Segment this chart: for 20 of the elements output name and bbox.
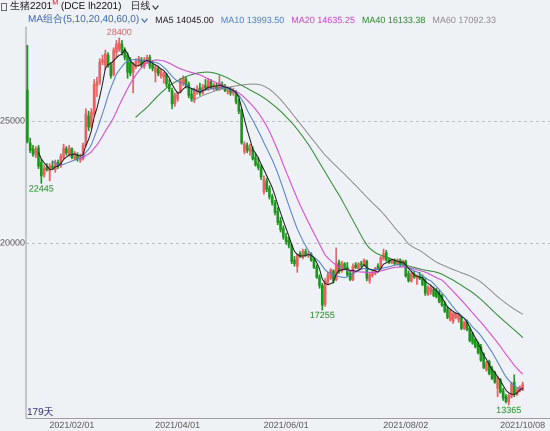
annotation: 22445 bbox=[28, 183, 54, 194]
y-tick-label: 25000 bbox=[0, 115, 25, 126]
text: MA20 14635.25 bbox=[291, 14, 355, 26]
text: MA5 14045.00 bbox=[155, 14, 214, 26]
x-tick-label: 2021/06/01 bbox=[264, 420, 309, 430]
text: MA10 13993.50 bbox=[220, 14, 284, 26]
legend-title: MA组合(5,10,20,40,60,0) bbox=[28, 14, 140, 26]
text: MA40 16133.38 bbox=[362, 14, 426, 26]
x-tick-label: 2021/08/02 bbox=[383, 420, 428, 430]
chart-title: 生猪2201$^{M}$ (DCE lh2201) bbox=[10, 0, 122, 13]
y-tick-label: 20000 bbox=[0, 237, 25, 248]
text: MA60 17092.33 bbox=[432, 14, 496, 26]
annotation: 179天 bbox=[27, 406, 54, 418]
annotation: 17255 bbox=[310, 310, 335, 320]
x-tick-label: 2021/02/01 bbox=[49, 420, 94, 430]
annotation: 13365 bbox=[496, 404, 522, 415]
x-tick-label: 2021/04/01 bbox=[155, 420, 200, 430]
annotation: 28400 bbox=[106, 26, 132, 37]
x-tick-label: 2021/10/08 bbox=[500, 420, 546, 430]
chart-subtitle: 日线 bbox=[130, 1, 150, 13]
